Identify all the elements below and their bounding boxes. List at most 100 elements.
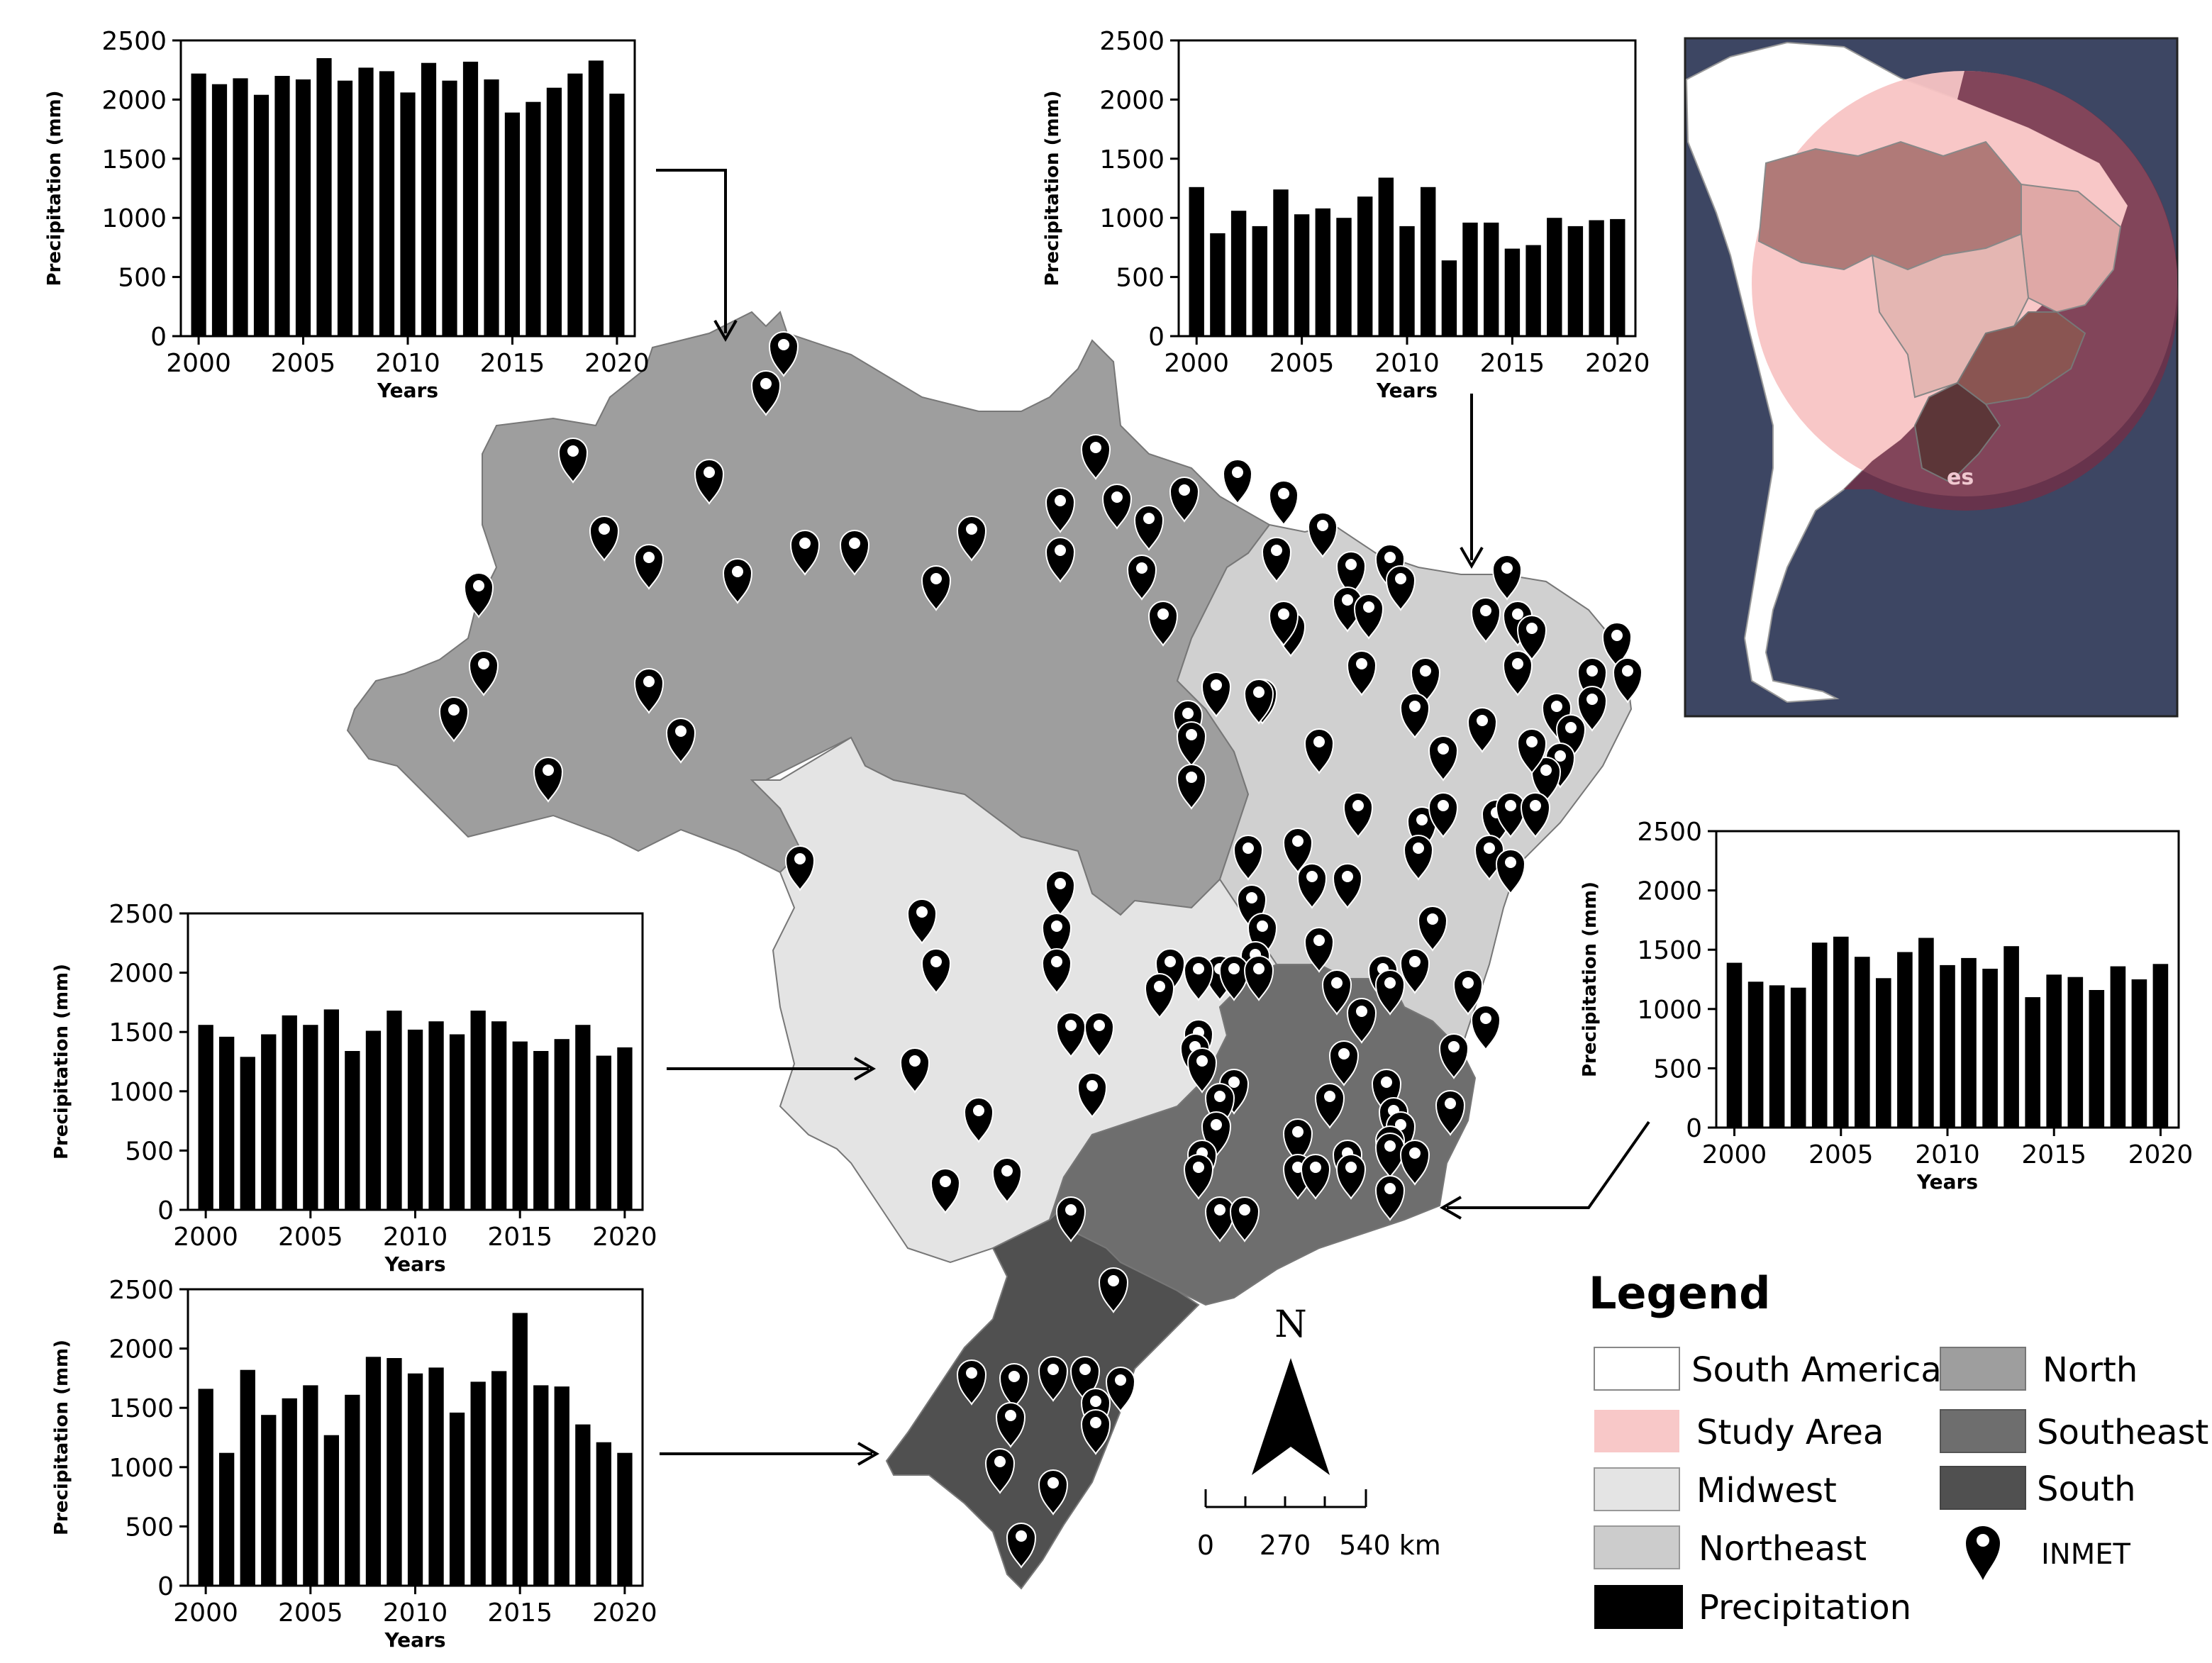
bar-south-2007 [345,1394,360,1586]
bar-midwest-2017 [554,1039,569,1210]
ytick-label-northeast-1500: 1500 [1099,145,1165,174]
bar-south-2000 [198,1389,213,1586]
inmet-marker-icon [1080,1409,1111,1455]
bar-northeast-2017 [1547,218,1562,336]
ytick-label-midwest-2500: 2500 [109,900,174,929]
inmet-marker-icon [1346,650,1377,696]
south-america-inset-map: es [1684,37,2179,718]
legend-swatch-study-area [1594,1410,1679,1452]
inmet-marker-icon [1332,863,1363,909]
ytick-label-south-500: 500 [125,1513,174,1542]
bar-southeast-2010 [1940,964,1955,1128]
inmet-marker-icon [1520,792,1551,838]
xtick-label-north-2000: 2000 [166,349,231,378]
ytick-label-southeast-1000: 1000 [1637,996,1702,1025]
bar-north-2016 [526,101,541,336]
ytick-label-north-0: 0 [150,323,167,352]
bar-southeast-2007 [1876,978,1891,1128]
bar-southeast-2001 [1747,981,1764,1128]
ytick-label-midwest-2000: 2000 [109,960,174,989]
inmet-marker-icon [1516,615,1547,661]
inmet-marker-icon [1314,1083,1345,1129]
bar-north-2008 [358,67,374,337]
bar-southeast-2004 [1811,942,1828,1128]
xtick-label-north-2005: 2005 [271,349,336,378]
bar-north-2004 [274,76,290,336]
inmet-marker-icon [1612,657,1643,703]
bar-midwest-2005 [303,1025,318,1210]
legend-label-study-area: Study Area [1696,1413,1884,1452]
bar-northeast-2012 [1441,260,1457,336]
inmet-marker-icon [1495,792,1526,838]
ytick-label-northeast-0: 0 [1148,323,1165,352]
inmet-marker-icon [557,438,589,484]
inmet-marker-icon [1304,728,1335,774]
bar-southeast-2014 [2025,997,2040,1128]
bar-south-2018 [575,1424,591,1586]
inset-southeast-region [1956,311,2086,406]
bar-northeast-2019 [1589,220,1604,336]
inmet-marker-icon [633,668,665,714]
scale-label-540: 540 km [1339,1530,1441,1561]
bar-north-2014 [484,79,499,336]
legend-swatch-southeast [1940,1409,2026,1453]
bar-midwest-2004 [282,1015,297,1210]
map-legend: Legend South America Study Area Midwest … [1589,1267,2208,1629]
inmet-marker-icon [1399,948,1430,994]
inmet-marker-icon [1495,849,1526,895]
xtick-label-northeast-2000: 2000 [1164,349,1229,378]
inmet-marker-icon [999,1363,1030,1409]
bar-south-2013 [470,1381,486,1586]
ytick-label-north-500: 500 [118,264,167,293]
bar-midwest-2012 [449,1034,465,1210]
legend-swatch-south [1940,1466,2026,1510]
inmet-marker-icon [1055,1196,1086,1242]
bar-midwest-2002 [240,1057,255,1210]
north-arrow-label: N [1274,1303,1307,1346]
legend-label-midwest: Midwest [1696,1471,1837,1511]
bar-southeast-2006 [1855,957,1870,1128]
inmet-marker-icon [1098,1267,1129,1313]
ytick-label-south-2500: 2500 [109,1276,174,1305]
inmet-marker-icon [1307,512,1338,558]
bar-south-2006 [323,1435,339,1586]
bar-midwest-2001 [219,1036,235,1210]
bar-midwest-2009 [387,1011,402,1210]
inmet-marker-icon [1084,1012,1115,1058]
bar-northeast-2013 [1462,222,1478,336]
inmet-marker-icon [1346,998,1377,1044]
inmet-marker-icon [1045,487,1076,533]
xtick-label-northeast-2010: 2010 [1374,349,1440,378]
inmet-marker-icon [1077,1072,1108,1118]
bar-northeast-2008 [1357,196,1373,336]
inmet-marker-icon [633,544,665,590]
inmet-marker-icon [899,1047,930,1094]
inmet-marker-icon [1403,835,1434,881]
bar-northeast-2005 [1294,214,1310,336]
xtick-label-midwest-2020: 2020 [592,1223,657,1252]
inmet-marker-icon [1176,764,1207,810]
inmet-marker-icon [1428,735,1459,782]
inmet-marker-icon [1038,1469,1069,1515]
study-area-ocean-overlay [1844,70,2178,511]
ytick-label-midwest-1500: 1500 [109,1018,174,1047]
inmet-marker-icon [768,331,799,377]
ytick-label-northeast-1000: 1000 [1099,204,1165,233]
inmet-marker-icon [1335,551,1367,597]
inmet-marker-icon [1296,863,1328,909]
xtick-label-midwest-2010: 2010 [383,1223,448,1252]
scale-bar [1204,1489,1367,1508]
inmet-marker-icon [1304,927,1335,973]
legend-label-north: North [2043,1350,2138,1390]
inmet-marker-icon [1243,679,1274,725]
chart-north: 0 500 1000 1500 2000 2500 2000 2005 2010 2015 2020… [44,27,650,402]
bar-southeast-2018 [2110,966,2126,1128]
xtick-label-south-2015: 2015 [487,1598,552,1628]
bar-midwest-2006 [323,1009,339,1210]
legend-marker-icon [1966,1526,2000,1580]
legend-label-south-america: South America [1691,1350,1942,1390]
ytick-label-northeast-2500: 2500 [1099,27,1165,56]
xtick-label-northeast-2015: 2015 [1480,349,1545,378]
bar-north-2006 [316,58,332,336]
inmet-marker-icon [1126,555,1157,601]
